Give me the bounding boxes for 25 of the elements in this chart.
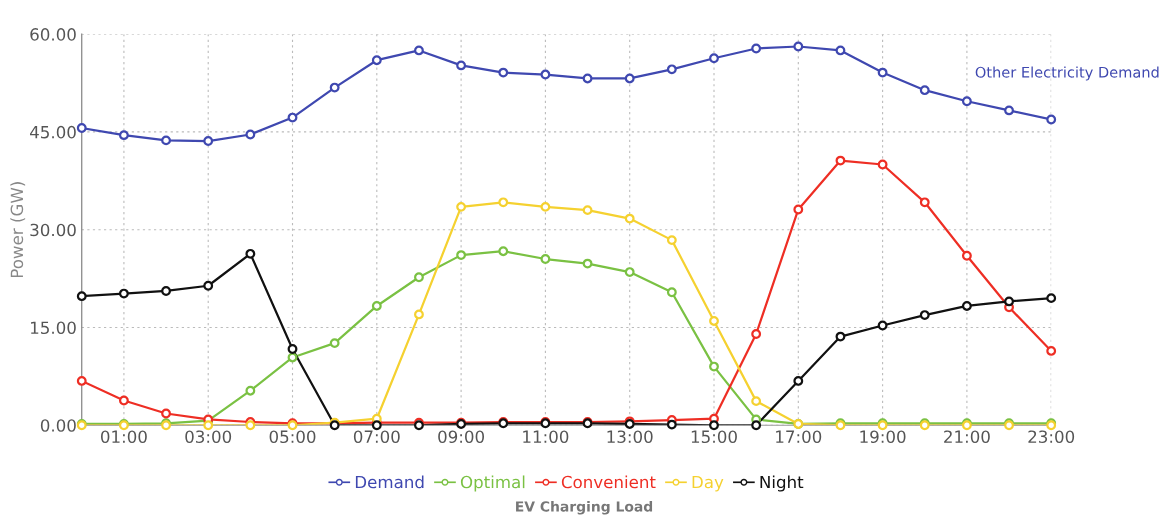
y-tick-label: 0.00 <box>40 419 76 432</box>
x-tick-label: 03:00 <box>185 430 232 444</box>
x-tick-label: 13:00 <box>607 430 653 444</box>
legend-label: Night <box>760 475 804 492</box>
x-tick-label: 19:00 <box>860 430 906 444</box>
y-tick-label: 15.00 <box>31 321 76 335</box>
x-tick-label: 01:00 <box>100 430 147 444</box>
x-tick-label: 15:00 <box>691 430 737 444</box>
x-tick-label: 07:00 <box>353 430 400 444</box>
x-tick-label: 11:00 <box>523 430 569 444</box>
legend-label: Day <box>692 475 724 492</box>
y-tick-label: 45.00 <box>30 125 76 139</box>
annotation: Other Electricity Demand <box>975 66 1159 81</box>
y-axis-title: Power (GW) <box>10 182 26 278</box>
x-tick-label: 23:00 <box>1028 430 1075 444</box>
legend-label: Demand <box>355 475 424 489</box>
x-tick-label: 17:00 <box>776 430 822 444</box>
y-tick-label: 30.00 <box>30 223 76 237</box>
legend-title: EV Charging Load <box>516 500 653 515</box>
legend-label: Optimal <box>460 475 525 492</box>
x-tick-label: 05:00 <box>269 430 316 444</box>
y-tick-label: 60.00 <box>30 28 76 41</box>
legend-label: Convenient <box>561 475 656 489</box>
x-tick-label: 09:00 <box>438 430 485 444</box>
x-tick-label: 21:00 <box>944 430 990 444</box>
